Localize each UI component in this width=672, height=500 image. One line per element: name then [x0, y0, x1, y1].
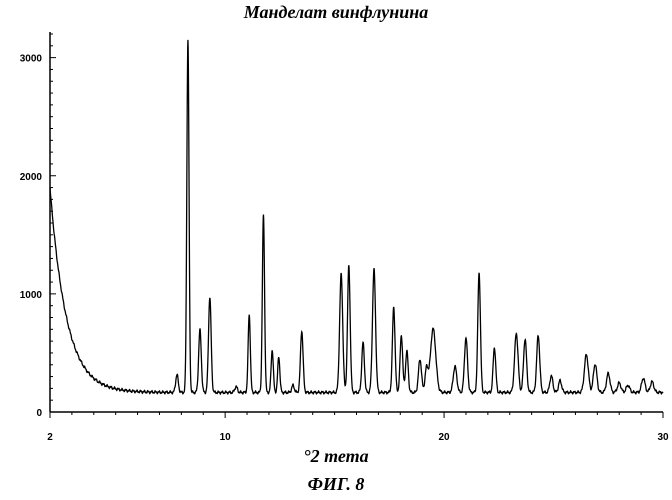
x-tick-label: 10 — [220, 432, 232, 440]
y-tick-label: 3000 — [20, 54, 43, 65]
x-tick-label: 30 — [657, 432, 669, 440]
xrd-plot: 0 1000 2000 3000 2 10 20 30 — [0, 0, 672, 440]
x-axis-label: °2 тета — [0, 446, 672, 467]
figure-caption: ФИГ. 8 — [0, 474, 672, 495]
diffraction-trace — [50, 40, 663, 394]
y-tick-label: 1000 — [20, 290, 43, 301]
x-tick-label: 2 — [47, 432, 53, 440]
x-tick-label: 20 — [439, 432, 451, 440]
y-tick-label: 2000 — [20, 172, 43, 183]
y-tick-label: 0 — [36, 408, 42, 419]
